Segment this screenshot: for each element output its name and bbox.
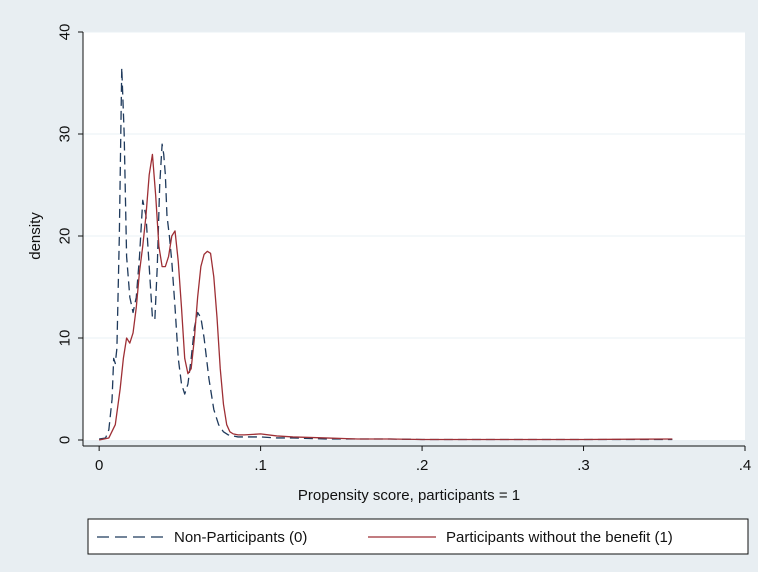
legend-label: Participants without the benefit (1): [446, 529, 673, 546]
x-axis-label: Propensity score, participants = 1: [298, 487, 520, 504]
legend: Non-Participants (0) Participants without…: [87, 518, 749, 555]
series-line-participants: [99, 153, 673, 441]
y-tick-label: 30: [57, 126, 74, 143]
y-ticks: 0 10 20 30 40: [57, 24, 83, 444]
series-layer: [99, 67, 673, 441]
legend-label: Non-Participants (0): [174, 529, 307, 546]
y-tick-label: 20: [57, 228, 74, 245]
x-tick-label: 0: [95, 457, 103, 474]
x-tick-label: .2: [416, 457, 429, 474]
y-tick-label: 40: [57, 24, 74, 41]
x-tick-label: .3: [577, 457, 590, 474]
y-tick-label: 0: [57, 436, 74, 444]
y-tick-label: 10: [57, 330, 74, 347]
series-line-non-participants: [99, 67, 673, 441]
x-ticks: 0 .1 .2 .3 .4: [95, 446, 751, 474]
x-tick-label: .4: [739, 457, 752, 474]
y-axis-label: density: [27, 212, 44, 260]
x-tick-label: .1: [254, 457, 267, 474]
